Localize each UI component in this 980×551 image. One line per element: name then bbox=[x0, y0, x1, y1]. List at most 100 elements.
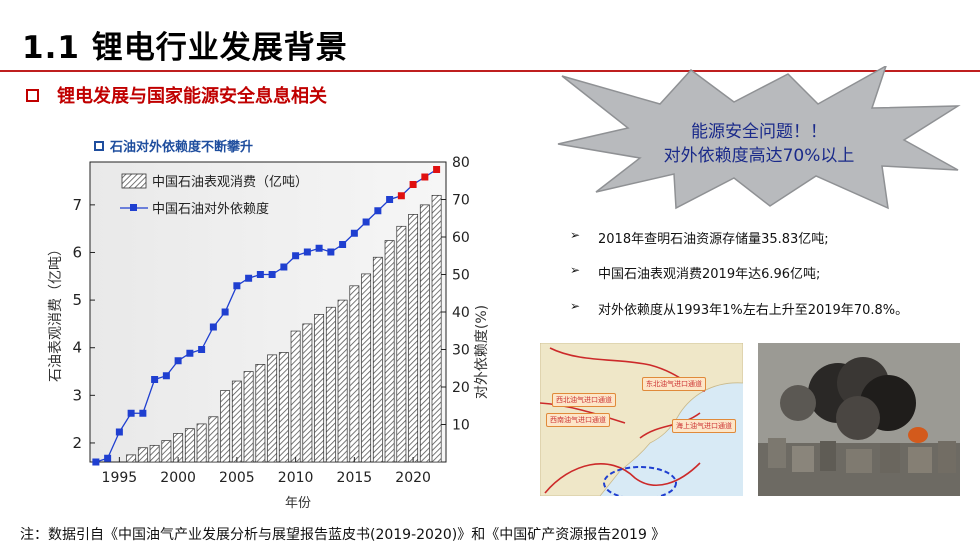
dependence-point bbox=[327, 248, 335, 256]
consumption-bar bbox=[372, 256, 383, 463]
consumption-bar bbox=[290, 330, 301, 463]
consumption-bar bbox=[243, 371, 254, 463]
consumption-bar bbox=[149, 444, 160, 463]
fact-text: 对外依赖度从1993年1%左右上升至2019年70.8%。 bbox=[598, 303, 909, 318]
right-tick-label: 10 bbox=[452, 418, 470, 434]
square-bullet-icon bbox=[26, 88, 39, 102]
dependence-point bbox=[245, 274, 253, 282]
dependence-point bbox=[362, 218, 370, 226]
consumption-bar bbox=[337, 299, 348, 463]
consumption-bar bbox=[220, 390, 231, 463]
left-tick-label: 6 bbox=[72, 243, 82, 261]
oil-dependence-chart: 2 3 4 5 6 7 10 20 30 40 50 60 70 80 1995 2000 2005 2010 20… bbox=[48, 155, 490, 511]
callout-line-2: 对外依赖度高达70%以上 bbox=[663, 146, 855, 166]
left-axis-label: 石油表观消费（亿吨） bbox=[48, 242, 64, 382]
left-tick-label: 7 bbox=[72, 196, 82, 214]
starburst-shape bbox=[557, 66, 961, 210]
dependence-point bbox=[339, 241, 347, 248]
chart-caption: 石油对外依赖度不断攀升 bbox=[94, 136, 253, 155]
x-tick-label: 2000 bbox=[160, 470, 196, 486]
dependence-point bbox=[221, 308, 229, 316]
right-tick-label: 50 bbox=[452, 268, 470, 284]
dependence-point bbox=[386, 196, 394, 203]
dependence-point bbox=[315, 244, 323, 252]
consumption-bar bbox=[349, 285, 360, 463]
fact-item: ➢ 中国石油表观消费2019年达6.96亿吨; bbox=[570, 263, 820, 282]
dependence-point bbox=[162, 372, 170, 380]
right-tick-label: 20 bbox=[452, 380, 470, 396]
dependence-point bbox=[421, 173, 429, 181]
fact-item: ➢ 2018年查明石油资源存储量35.83亿吨; bbox=[570, 228, 829, 247]
consumption-bar bbox=[361, 273, 372, 463]
dependence-point bbox=[303, 248, 311, 256]
consumption-bar bbox=[126, 454, 137, 463]
dependence-point bbox=[209, 323, 217, 331]
right-tick-label: 60 bbox=[452, 230, 470, 246]
right-axis-label: 对外依赖度(%) bbox=[474, 305, 490, 399]
callout-line-1: 能源安全问题！！ bbox=[691, 122, 827, 142]
dependence-point bbox=[292, 252, 300, 260]
section-heading: 锂电发展与国家能源安全息息相关 bbox=[26, 82, 327, 108]
consumption-bar bbox=[137, 447, 148, 463]
dependence-point bbox=[198, 346, 206, 353]
right-tick-label: 80 bbox=[452, 155, 470, 171]
right-tick-label: 40 bbox=[452, 305, 470, 321]
x-tick-label: 2020 bbox=[395, 470, 431, 486]
square-bullet-icon bbox=[94, 140, 104, 151]
x-tick-label: 1995 bbox=[102, 470, 138, 486]
legend-bar-label: 中国石油表观消费（亿吨） bbox=[152, 175, 308, 190]
dependence-point bbox=[268, 271, 276, 278]
callout-text: 能源安全问题！！ 对外依赖度高达70%以上 bbox=[556, 120, 962, 168]
consumption-bar bbox=[419, 204, 430, 463]
dependence-point bbox=[104, 454, 112, 462]
dependence-point bbox=[139, 409, 147, 417]
fact-text: 中国石油表观消费2019年达6.96亿吨; bbox=[598, 267, 821, 282]
fact-item: ➢ 对外依赖度从1993年1%左右上升至2019年70.8%。 bbox=[570, 299, 908, 318]
arrow-bullet-icon: ➢ bbox=[570, 263, 581, 277]
map-route-label: 西北油气进口通道 bbox=[552, 393, 616, 407]
map-route-label: 东北油气进口通道 bbox=[642, 377, 706, 391]
consumption-bar bbox=[161, 440, 172, 463]
x-tick-label: 2005 bbox=[219, 470, 255, 486]
consumption-bar bbox=[314, 314, 325, 463]
dependence-point bbox=[280, 263, 288, 271]
legend-bar-swatch bbox=[121, 173, 147, 189]
dependence-point bbox=[397, 192, 405, 200]
legend: 中国石油表观消费（亿吨） 中国石油对外依赖度 bbox=[120, 173, 308, 217]
consumption-bar bbox=[278, 352, 289, 463]
left-tick-label: 5 bbox=[72, 291, 82, 309]
fact-text: 2018年查明石油资源存储量35.83亿吨; bbox=[598, 232, 829, 247]
right-tick-label: 70 bbox=[452, 193, 470, 209]
left-tick-label: 4 bbox=[72, 339, 82, 357]
consumption-bar bbox=[231, 380, 242, 463]
section-subtitle: 锂电发展与国家能源安全息息相关 bbox=[57, 86, 327, 107]
x-tick-label: 2010 bbox=[278, 470, 314, 486]
consumption-bar bbox=[325, 306, 336, 463]
dependence-point bbox=[256, 271, 264, 278]
consumption-bar bbox=[384, 240, 395, 463]
dependence-point bbox=[151, 376, 159, 383]
dependence-point bbox=[186, 349, 194, 357]
consumption-bar bbox=[255, 364, 266, 463]
dependence-point bbox=[233, 282, 241, 290]
legend-line-label: 中国石油对外依赖度 bbox=[152, 201, 269, 217]
starburst-callout bbox=[557, 66, 961, 210]
consumption-bar bbox=[208, 416, 219, 463]
conflict-photo bbox=[758, 343, 960, 496]
x-axis-label: 年份 bbox=[285, 496, 311, 511]
left-tick-label: 3 bbox=[72, 386, 82, 404]
dependence-point bbox=[374, 207, 382, 215]
consumption-bar bbox=[184, 428, 195, 463]
consumption-bar bbox=[431, 194, 442, 463]
title-divider bbox=[0, 70, 980, 72]
oil-import-routes-map: 东北油气进口通道 西北油气进口通道 西南油气进口通道 海上油气进口通道 bbox=[540, 343, 743, 496]
dependence-point bbox=[127, 409, 135, 417]
consumption-bar bbox=[267, 354, 278, 463]
page-title: 1.1 锂电行业发展背景 bbox=[22, 30, 348, 66]
consumption-bar bbox=[408, 214, 419, 463]
footnote: 注：数据引自《中国油气产业发展分析与展望报告蓝皮书(2019-2020)》和《中… bbox=[20, 527, 666, 543]
dependence-point bbox=[409, 181, 417, 188]
dependence-point bbox=[433, 166, 441, 173]
arrow-bullet-icon: ➢ bbox=[570, 228, 581, 242]
consumption-bar bbox=[302, 323, 313, 463]
